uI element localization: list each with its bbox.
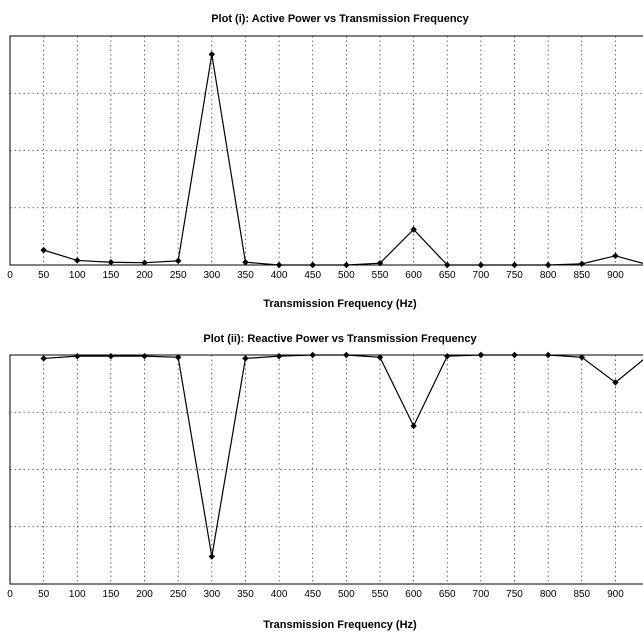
data-point [74, 352, 81, 360]
data-point [74, 257, 81, 264]
x-tick-label: 50 [38, 589, 50, 600]
series-line [43, 354, 643, 557]
x-tick-label: 0 [7, 589, 13, 600]
data-point [40, 246, 47, 254]
data-point [343, 351, 350, 359]
x-tick-label: 700 [473, 589, 490, 600]
x-tick-label: 50 [38, 270, 50, 281]
x-tick-label: 250 [170, 589, 187, 600]
data-point [309, 261, 316, 269]
data-point [410, 422, 417, 430]
x-tick-label: 550 [372, 270, 389, 281]
plot-title: Plot (ii): Reactive Power vs Transmissio… [203, 333, 477, 345]
data-point [275, 352, 283, 360]
data-point [511, 351, 518, 359]
data-point [612, 252, 619, 260]
data-point [141, 352, 148, 360]
x-tick-label: 800 [540, 270, 557, 281]
x-tick-label: 850 [573, 589, 590, 600]
data-point [275, 261, 283, 269]
x-tick-label: 0 [7, 270, 13, 281]
x-tick-label: 850 [573, 270, 590, 281]
data-point [544, 261, 552, 269]
data-point [107, 259, 115, 266]
x-tick-label: 350 [237, 589, 254, 600]
data-point [242, 259, 249, 266]
x-tick-label: 600 [405, 270, 422, 281]
x-tick-label: 900 [607, 270, 624, 281]
x-tick-label: 200 [136, 270, 153, 281]
x-tick-label: 350 [237, 270, 254, 281]
data-point [511, 261, 518, 269]
x-tick-label: 500 [338, 589, 355, 600]
data-point [242, 355, 249, 362]
x-tick-label: 100 [69, 270, 86, 281]
data-point [107, 352, 115, 360]
data-point [477, 261, 485, 269]
x-tick-label: 800 [540, 589, 557, 600]
x-tick-label: 600 [405, 589, 422, 600]
x-tick-label: 450 [304, 589, 321, 600]
data-point [444, 261, 451, 269]
data-point [343, 261, 350, 269]
plot-reactive-power: Plot (ii): Reactive Power vs Transmissio… [7, 333, 643, 631]
x-tick-label: 650 [439, 270, 456, 281]
x-tick-label: 550 [372, 589, 389, 600]
x-ticks: 0 50 100 150 200 250 300 350 400 450 500 550 600 650 7… [7, 589, 624, 600]
x-tick-label: 150 [103, 270, 120, 281]
grid [9, 354, 643, 585]
x-tick-label: 750 [506, 270, 523, 281]
data-point [208, 553, 216, 560]
x-tick-label: 150 [103, 589, 120, 600]
x-tick-label: 700 [473, 270, 490, 281]
x-tick-label: 750 [506, 589, 523, 600]
data-point [612, 379, 619, 386]
x-tick-label: 900 [607, 589, 624, 600]
data-point [477, 351, 485, 359]
plot-title: Plot (i): Active Power vs Transmission F… [211, 13, 469, 25]
series-line [43, 54, 643, 266]
x-tick-label: 200 [136, 589, 153, 600]
x-axis-label: Transmission Frequency (Hz) [263, 619, 417, 631]
x-tick-label: 300 [203, 270, 220, 281]
data-point [544, 351, 552, 359]
x-tick-label: 650 [439, 589, 456, 600]
x-axis-label: Transmission Frequency (Hz) [263, 298, 417, 310]
data-point [376, 259, 384, 267]
x-tick-label: 250 [170, 270, 187, 281]
data-point [208, 51, 216, 58]
data-point [309, 351, 316, 359]
x-tick-label: 100 [69, 589, 86, 600]
grid [9, 35, 643, 266]
x-tick-label: 300 [203, 589, 220, 600]
series [40, 51, 643, 269]
x-tick-label: 450 [304, 270, 321, 281]
x-tick-label: 400 [271, 270, 288, 281]
x-ticks: 0 50 100 150 200 250 300 350 400 450 500 550 600 650 7… [7, 270, 624, 281]
data-point [174, 354, 182, 361]
data-point [40, 355, 47, 362]
x-tick-label: 500 [338, 270, 355, 281]
data-point [578, 260, 585, 268]
data-point [444, 352, 451, 360]
data-point [578, 354, 585, 361]
data-point [410, 226, 417, 233]
plot-active-power: Plot (i): Active Power vs Transmission F… [7, 13, 643, 310]
data-point [376, 354, 384, 361]
x-tick-label: 400 [271, 589, 288, 600]
series [40, 351, 643, 560]
data-point [141, 259, 148, 266]
data-point [174, 257, 182, 265]
